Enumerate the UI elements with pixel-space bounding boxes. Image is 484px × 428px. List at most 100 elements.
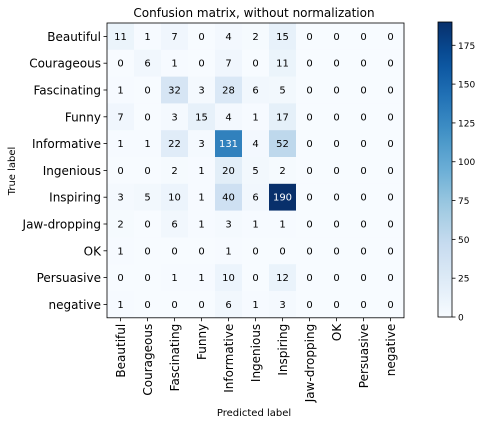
cell-value-label: 0 [333,166,339,177]
heatmap-cell [161,237,189,265]
cell-value-label: 0 [306,86,312,97]
heatmap-cell [242,23,270,51]
cell-value-label: 0 [360,300,366,311]
cell-value-label: 7 [117,112,123,123]
heatmap-cell [242,210,270,238]
x-tick-label: Persuasive [357,324,371,388]
heatmap-cell [323,237,351,265]
cell-value-label: 4 [225,112,231,123]
heatmap-cell [269,103,297,131]
cell-value-label: 0 [387,246,393,257]
heatmap-cell [242,183,270,211]
heatmap-cell [107,103,135,131]
heatmap-cell [107,49,135,77]
cell-value-label: 0 [306,220,312,231]
heatmap-cell [323,49,351,77]
colorbar-tick-label: 150 [458,81,475,91]
heatmap-cell [242,103,270,131]
heatmap-cell [296,237,324,265]
heatmap-cell [269,291,297,319]
cell-value-label: 1 [117,86,123,97]
cell-value-label: 0 [306,166,312,177]
heatmap-cell [350,291,378,319]
cell-value-label: 0 [306,273,312,284]
heatmap-cell [350,23,378,51]
colorbar-tick-label: 0 [458,314,464,324]
cell-value-label: 0 [360,86,366,97]
cell-value-label: 0 [144,86,150,97]
cell-value-label: 32 [168,86,181,97]
cell-value-label: 22 [168,139,181,150]
heatmap-cell [188,130,216,158]
heatmap-cell [377,157,405,185]
heatmap-cell [134,291,162,319]
cell-value-label: 3 [198,139,204,150]
heatmap-cell [161,210,189,238]
cell-value-label: 0 [360,32,366,43]
heatmap-cell [377,103,405,131]
cell-value-label: 0 [198,32,204,43]
x-tick-label: Inspiring [276,324,290,376]
heatmap-cell [242,130,270,158]
heatmap-cell [350,237,378,265]
cell-value-label: 1 [198,273,204,284]
heatmap-cell [107,130,135,158]
x-tick-label: Beautiful [114,324,128,378]
heatmap-cell [188,23,216,51]
heatmap-cell [296,183,324,211]
heatmap-cell [323,210,351,238]
cell-value-label: 0 [306,193,312,204]
y-tick-label: OK [84,244,102,258]
heatmap-cell [269,157,297,185]
heatmap-cell [215,23,243,51]
heatmap-cell [107,264,135,292]
y-tick-label: Courageous [29,57,101,71]
cell-value-label: 0 [333,86,339,97]
cell-value-label: 11 [114,32,127,43]
heatmap-cell [323,130,351,158]
heatmap-cell [323,157,351,185]
heatmap-cell [188,264,216,292]
cell-value-label: 0 [144,300,150,311]
heatmap-cell [107,210,135,238]
cell-value-label: 20 [222,166,235,177]
cell-value-label: 3 [171,112,177,123]
heatmap-cell [161,291,189,319]
heatmap-cell [215,264,243,292]
cell-value-label: 40 [222,193,235,204]
heatmap-cell [350,76,378,104]
cell-value-label: 0 [306,59,312,70]
cell-value-label: 4 [252,139,258,150]
cell-value-label: 3 [279,300,285,311]
heatmap-cell [377,210,405,238]
cell-value-label: 0 [306,139,312,150]
cell-value-label: 0 [144,166,150,177]
cell-value-label: 7 [225,59,231,70]
x-tick-label: Jaw-dropping [303,324,317,403]
heatmap-cell [296,291,324,319]
heatmap-cell [161,183,189,211]
cell-value-label: 0 [333,112,339,123]
cell-value-label: 0 [387,273,393,284]
y-axis-label: True label [7,147,18,197]
cell-value-label: 0 [171,300,177,311]
heatmap-cell [350,264,378,292]
cell-value-label: 3 [117,193,123,204]
cell-value-label: 4 [225,32,231,43]
cell-value-label: 0 [360,273,366,284]
heatmap-cell [377,183,405,211]
cell-value-label: 0 [387,166,393,177]
heatmap-cell [161,130,189,158]
cell-value-label: 0 [333,59,339,70]
heatmap-cell [269,183,297,211]
cell-value-label: 1 [171,59,177,70]
heatmap-cell [188,103,216,131]
heatmap-cell [134,76,162,104]
cell-value-label: 5 [279,86,285,97]
heatmap-cell [323,76,351,104]
chart-title: Confusion matrix, without normalization [133,6,374,20]
heatmap-cell [323,23,351,51]
cell-value-label: 0 [333,220,339,231]
heatmap-cell [269,130,297,158]
